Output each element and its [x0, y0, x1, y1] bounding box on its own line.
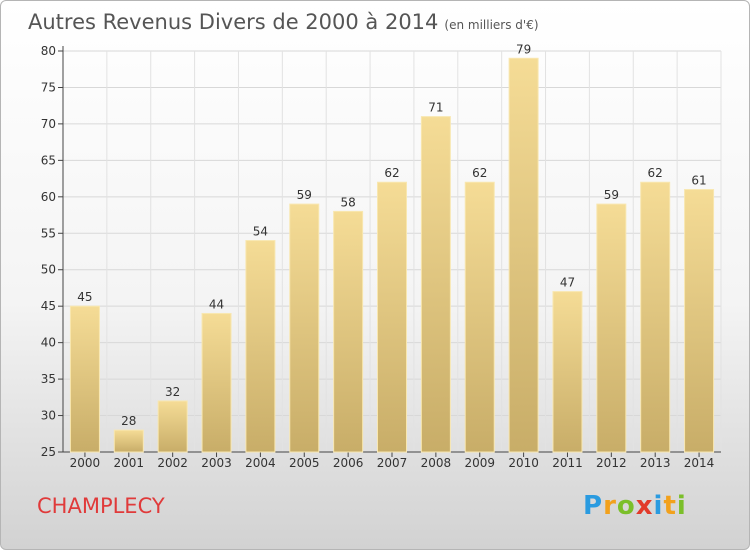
data-label: 47	[560, 276, 575, 290]
bar-layer	[69, 57, 715, 453]
x-tick-label: 2000	[70, 456, 101, 470]
chart-title-main: Autres Revenus Divers de 2000 à 2014	[28, 10, 439, 34]
logo-letter: r	[603, 491, 617, 521]
bar	[245, 240, 276, 453]
bar	[464, 181, 495, 453]
bar	[289, 203, 320, 453]
bar	[684, 189, 715, 453]
bar	[113, 429, 144, 453]
bar	[333, 210, 364, 453]
x-tick-label: 2013	[640, 456, 671, 470]
y-tick-label: 45	[41, 299, 56, 313]
data-label: 62	[472, 166, 487, 180]
y-tick-label: 30	[41, 409, 56, 423]
bar	[201, 312, 232, 453]
bar	[508, 57, 539, 453]
bar	[420, 116, 451, 453]
y-tick-label: 70	[41, 117, 56, 131]
y-tick-label: 80	[41, 44, 56, 58]
data-label: 62	[648, 166, 663, 180]
bar	[596, 203, 627, 453]
x-tick-label: 2008	[421, 456, 452, 470]
chart-title-unit: (en milliers d'€)	[444, 18, 539, 32]
bar	[377, 181, 407, 453]
logo-letter: i	[653, 491, 664, 521]
y-tick-label: 60	[41, 190, 56, 204]
x-tick-label: 2005	[289, 456, 320, 470]
logo-letter: x	[635, 491, 654, 521]
data-label: 79	[516, 42, 531, 56]
x-tick-label: 2006	[333, 456, 364, 470]
x-tick-label: 2012	[596, 456, 627, 470]
data-label: 62	[384, 166, 399, 180]
data-label: 45	[77, 290, 92, 304]
data-label: 44	[209, 297, 224, 311]
x-tick-label: 2010	[508, 456, 539, 470]
logo-letter: P	[583, 491, 604, 521]
x-tick-label: 2009	[464, 456, 495, 470]
commune-name: CHAMPLECY	[37, 494, 165, 518]
x-tick-label: 2004	[245, 456, 276, 470]
y-tick-label: 40	[41, 336, 56, 350]
x-tick-label: 2001	[114, 456, 145, 470]
y-tick-label: 50	[41, 263, 56, 277]
data-label: 32	[165, 385, 180, 399]
bar	[640, 181, 671, 453]
bar	[69, 305, 100, 453]
bar	[552, 291, 583, 453]
data-label: 58	[340, 195, 355, 209]
y-tick-label: 55	[41, 226, 56, 240]
data-label: 59	[604, 188, 619, 202]
chart-title: Autres Revenus Divers de 2000 à 2014 (en …	[28, 10, 539, 34]
label-layer: 45 2000 28 2001 32 2002 44 2003 54 2004 59 2005 58 20…	[70, 42, 715, 470]
data-label: 71	[428, 101, 443, 115]
x-tick-label: 2002	[157, 456, 188, 470]
data-label: 54	[253, 225, 268, 239]
logo-letter: i	[676, 491, 687, 521]
y-tick-label: 75	[41, 80, 56, 94]
proxiti-logo: Proxiti	[583, 491, 687, 521]
y-tick-label: 25	[41, 445, 56, 459]
logo-letter: o	[616, 491, 636, 521]
x-tick-label: 2014	[684, 456, 715, 470]
data-label: 28	[121, 414, 136, 428]
x-tick-label: 2007	[377, 456, 408, 470]
y-tick-label: 35	[41, 372, 56, 386]
logo-letter: t	[663, 491, 677, 521]
data-label: 59	[297, 188, 312, 202]
data-label: 61	[691, 174, 706, 188]
y-tick-label: 65	[41, 153, 56, 167]
bar	[157, 400, 188, 453]
x-tick-label: 2003	[201, 456, 232, 470]
x-tick-label: 2011	[552, 456, 583, 470]
